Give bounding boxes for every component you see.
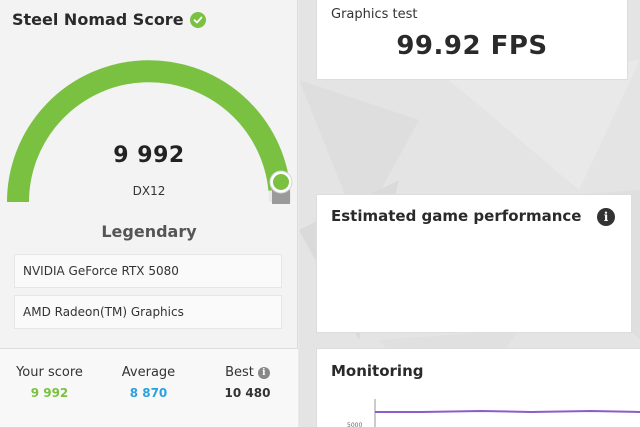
graphics-test-card: Graphics test 99.92 FPS (316, 0, 628, 80)
gauge-knob-dot (273, 174, 289, 190)
gauge-marker-base (272, 190, 290, 204)
stat-label-best: Best i (198, 365, 297, 380)
graphics-test-label: Graphics test (331, 7, 418, 22)
estimated-title: Estimated game performance (331, 207, 582, 225)
rank-label: Legendary (101, 222, 197, 241)
stat-label: Average (121, 365, 176, 380)
score-panel: Steel Nomad Score 9 992 DX12 Legendary N… (0, 0, 298, 427)
info-icon[interactable]: i (257, 366, 270, 379)
divider (0, 348, 298, 349)
info-icon[interactable]: i (597, 208, 615, 226)
stat-value: 10 480 (224, 386, 271, 400)
score-gauge (7, 60, 293, 204)
stat-label: Your score (16, 365, 83, 380)
monitoring-line (375, 409, 640, 414)
hardware-item-igpu: AMD Radeon(TM) Graphics (14, 295, 282, 329)
monitoring-tick-label: 5000 (347, 422, 363, 427)
monitoring-chart (374, 399, 640, 427)
hardware-item-gpu: NVIDIA GeForce RTX 5080 (14, 254, 282, 288)
stat-best: Best i 10 480 (198, 365, 297, 400)
stat-your-score: Your score 9 992 (0, 365, 99, 400)
graphics-test-value: 99.92 FPS (396, 31, 548, 61)
stat-value: 8 870 (129, 386, 168, 400)
score-title: Steel Nomad Score (12, 10, 206, 29)
gauge-fill (7, 60, 291, 203)
check-circle-icon (189, 11, 206, 28)
score-title-text: Steel Nomad Score (12, 10, 184, 29)
monitoring-title: Monitoring (331, 362, 424, 380)
stat-label-text: Best (225, 365, 254, 380)
monitoring-card: Monitoring 5000 (316, 348, 640, 427)
stat-average: Average 8 870 (99, 365, 198, 400)
score-value: 9 992 (113, 143, 185, 168)
estimated-performance-card: Estimated game performance i (316, 194, 632, 333)
score-stats: Your score 9 992 Average 8 870 Best i 10… (0, 349, 298, 427)
api-label: DX12 (132, 184, 166, 198)
stat-value: 9 992 (30, 386, 69, 400)
